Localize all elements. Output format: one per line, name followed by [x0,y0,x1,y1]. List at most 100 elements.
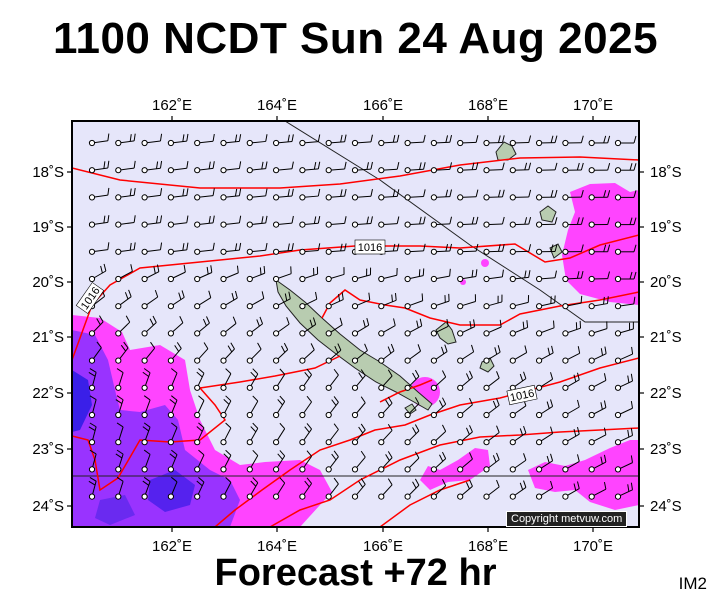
wind-barb [614,373,633,391]
wind-barb [141,188,163,201]
svg-text:170˚E: 170˚E [573,97,613,114]
isobar-line [379,479,471,527]
wind-barb [220,265,239,283]
wind-barb [562,346,581,364]
wind-barb [614,190,637,201]
wind-barb [325,317,343,337]
wind-barb [351,343,368,364]
wind-barb [457,216,479,228]
wind-barb [430,370,447,391]
wind-barb [141,289,159,310]
wind-barb [167,215,189,228]
wind-barb [614,321,634,337]
wind-barb [588,454,607,473]
wind-barb [167,290,185,310]
rain-area-west-medium [72,330,240,527]
wind-barb [509,295,530,310]
wind-barb [115,476,124,500]
wind-barb [404,451,420,473]
wind-barb [88,422,97,446]
svg-text:19˚S: 19˚S [650,219,682,236]
wind-barb [273,188,294,201]
wind-barb [194,161,215,174]
wind-barb [88,315,104,337]
wind-barb [115,395,124,419]
wind-barb [614,135,637,147]
wind-barb [141,476,151,500]
wind-barb [325,450,339,473]
wind-barb [378,267,398,283]
wind-barb [115,449,124,473]
wind-barb [351,134,373,147]
wind-barb [509,244,532,255]
wind-barb [536,135,558,147]
wind-barb [457,243,479,255]
wind-barb [325,396,339,419]
wind-barb [378,318,396,337]
wind-barb [614,346,634,364]
wind-barb [588,400,607,419]
wind-barb [614,217,637,228]
wind-barb [141,449,151,473]
wind-barb [299,317,317,337]
wind-barb [588,481,607,500]
wind-barb [509,270,531,283]
wind-barb [167,368,178,391]
wind-barb [404,162,426,174]
wind-barb [299,343,315,364]
wind-barb [378,478,393,500]
wind-barb [351,189,373,201]
wind-barb [325,267,345,283]
new-caledonia-mainland [275,278,433,411]
svg-text:170˚E: 170˚E [573,538,613,555]
wind-barb [88,160,110,174]
lat-labels-left: 18˚S 19˚S 20˚S 21˚S 22˚S 23˚S 24˚S [32,164,64,515]
wind-barb [562,372,580,391]
wind-barb [378,369,393,391]
wind-barb [194,449,205,473]
wind-barb [483,294,503,310]
wind-barb [351,369,366,391]
wind-barb [88,395,97,419]
wind-barb [588,244,611,255]
wind-barb [536,480,554,500]
wind-barb [194,395,205,419]
wind-barb [299,423,312,446]
wind-barb [299,368,312,391]
wind-barb [351,396,366,419]
wind-barbs [88,133,637,500]
svg-text:21˚S: 21˚S [650,329,682,346]
wind-barb [115,341,129,364]
wind-barb [220,368,232,391]
wind-barb [351,423,366,446]
wind-barb [115,422,124,446]
wind-barb [378,189,400,201]
wind-barb [351,161,373,174]
wind-barb [536,295,556,310]
wind-barb [430,268,451,283]
wind-barb [562,481,580,500]
wind-barb [404,189,426,201]
wind-barb [88,341,102,364]
wind-barb [483,425,500,446]
wind-barb [325,292,344,310]
wind-barb [115,368,124,391]
boundary-line-diagonal [284,121,639,323]
wind-barb [299,266,319,283]
wind-barb [378,343,395,364]
wind-barb [588,296,609,310]
wind-barb [404,478,420,500]
wind-barb [614,244,637,255]
wind-barb [536,426,554,446]
wind-barb [273,215,294,228]
wind-barb [588,217,611,228]
wind-barb [220,395,232,419]
wind-barb [562,399,580,419]
wind-barb [194,422,205,446]
wind-barb [588,135,611,147]
rain-area-west-heavy-3 [95,495,135,525]
axis-ticks [67,116,644,532]
wind-barb [246,368,259,391]
wind-barb [536,217,558,228]
wind-barb [378,423,393,446]
